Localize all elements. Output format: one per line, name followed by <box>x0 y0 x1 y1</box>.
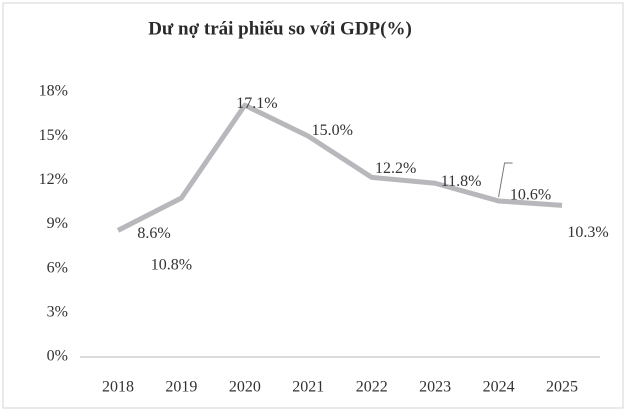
y-tick-label: 6% <box>47 259 68 276</box>
data-label: 12.2% <box>375 160 416 177</box>
x-tick-label: 2022 <box>356 379 388 396</box>
y-tick-label: 12% <box>39 171 68 188</box>
data-label: 17.1% <box>236 95 277 112</box>
chart-frame <box>2 2 624 409</box>
x-tick-label: 2020 <box>229 379 261 396</box>
x-tick-label: 2018 <box>102 379 134 396</box>
x-tick-label: 2021 <box>292 379 324 396</box>
data-line <box>116 102 563 233</box>
y-tick-label: 3% <box>47 304 68 321</box>
data-label: 11.8% <box>441 173 482 190</box>
x-tick-label: 2024 <box>483 379 515 396</box>
data-label: 8.6% <box>137 225 170 242</box>
x-tick-label: 2025 <box>546 379 578 396</box>
data-label: 10.8% <box>151 257 192 274</box>
y-tick-label: 9% <box>47 215 68 232</box>
y-tick-label: 18% <box>39 83 68 100</box>
y-tick-label: 15% <box>39 127 68 144</box>
data-label: 10.6% <box>510 187 551 204</box>
data-label: 10.3% <box>567 224 608 241</box>
x-tick-label: 2019 <box>165 379 197 396</box>
chart-title: Dư nợ trái phiếu so với GDP(%) <box>148 18 412 39</box>
x-tick-label: 2023 <box>419 379 451 396</box>
y-tick-label: 0% <box>47 348 68 365</box>
data-label: 15.0% <box>312 122 353 139</box>
label-leader <box>498 162 513 198</box>
